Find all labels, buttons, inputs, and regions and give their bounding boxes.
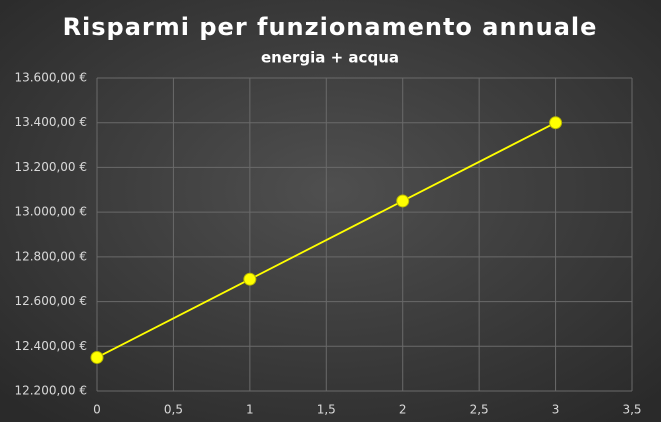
data-point xyxy=(396,194,410,208)
x-tick-label: 2 xyxy=(399,403,407,417)
y-tick-label: 12.200,00 € xyxy=(14,384,87,398)
x-tick-label: 0,5 xyxy=(164,403,183,417)
data-point xyxy=(90,350,104,364)
chart-title: Risparmi per funzionamento annuale xyxy=(63,13,598,41)
y-tick-label: 13.600,00 € xyxy=(14,71,87,85)
x-tick-label: 2,5 xyxy=(470,403,489,417)
y-tick-label: 13.400,00 € xyxy=(14,115,87,129)
x-tick-label: 1 xyxy=(246,403,254,417)
y-tick-label: 12.600,00 € xyxy=(14,294,87,308)
x-tick-label: 3,5 xyxy=(622,403,641,417)
y-tick-label: 13.200,00 € xyxy=(14,160,87,174)
series-line xyxy=(96,121,556,359)
data-point xyxy=(549,116,563,130)
y-tick-label: 12.400,00 € xyxy=(14,339,87,353)
chart-subtitle: energia + acqua xyxy=(261,49,399,67)
x-tick-label: 0 xyxy=(93,403,101,417)
y-tick-label: 13.000,00 € xyxy=(14,205,87,219)
y-tick-label: 12.800,00 € xyxy=(14,249,87,263)
data-point xyxy=(243,272,257,286)
x-tick-label: 1,5 xyxy=(317,403,336,417)
x-tick-label: 3 xyxy=(552,403,560,417)
